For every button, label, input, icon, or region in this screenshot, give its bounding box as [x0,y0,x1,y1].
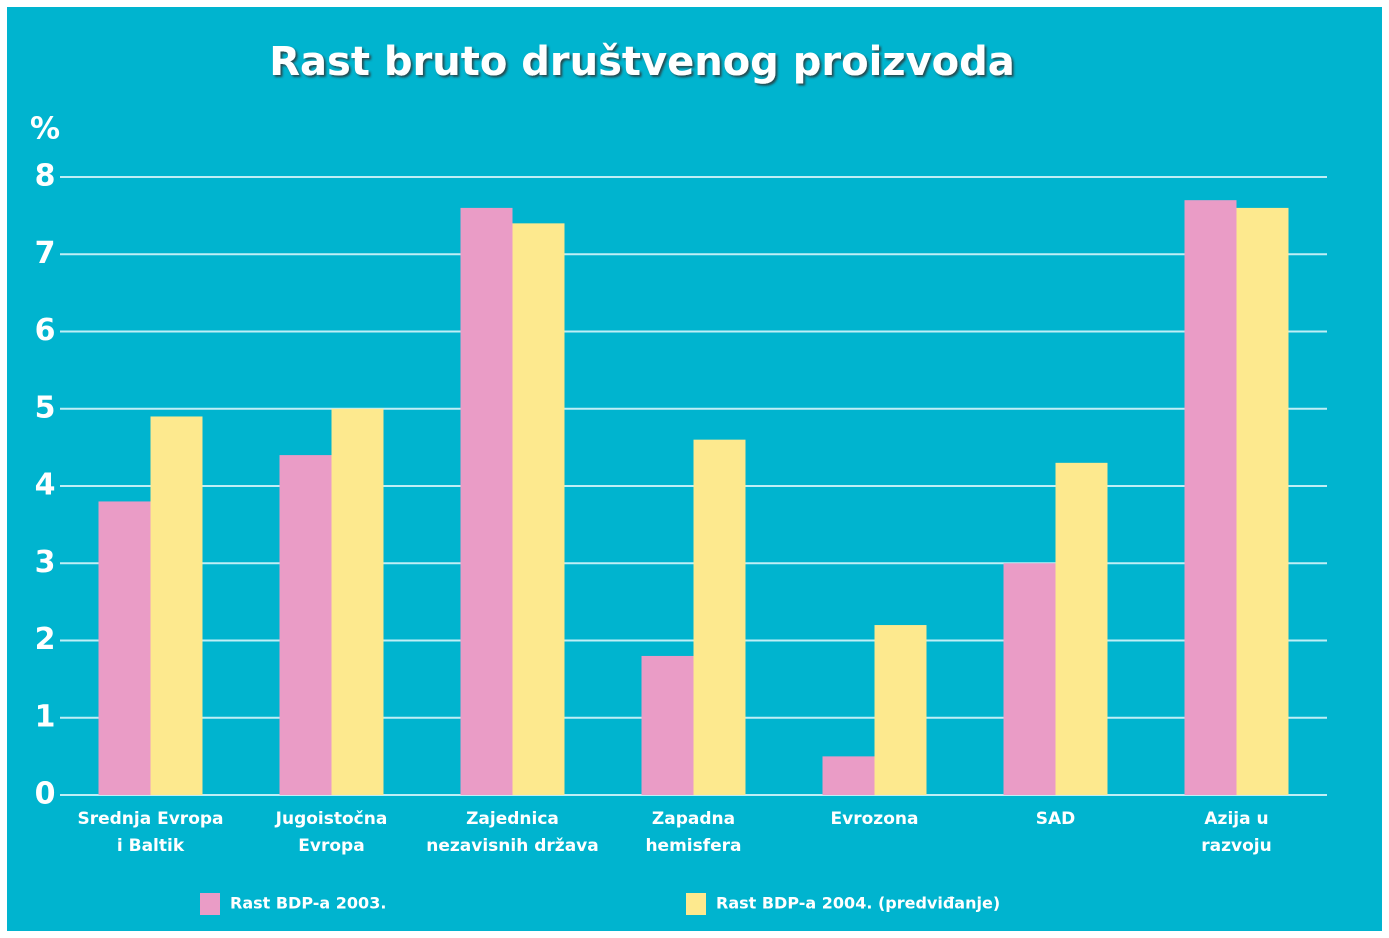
y-tick-label: 8 [35,159,56,194]
x-tick-label: nezavisnih država [426,836,598,856]
x-tick-label: SAD [1036,809,1076,829]
bar [98,501,151,795]
bar [693,439,746,795]
x-tick-label: Zajednica [466,809,559,829]
bar [512,223,565,796]
y-tick-label: 1 [35,699,56,734]
bar [641,655,694,795]
bar [874,625,927,795]
bar [1003,563,1056,795]
bar [279,455,332,795]
bar [1236,207,1289,795]
y-tick-label: 6 [35,313,56,348]
bar [150,416,203,795]
bar [460,207,513,795]
y-tick-label: 4 [35,468,56,503]
chart-title: Rast bruto društvenog proizvoda [269,39,1015,85]
bar [1055,462,1108,795]
y-tick-label: 5 [35,390,56,425]
y-tick-label: 7 [35,236,56,271]
y-axis-label: % [30,112,60,147]
y-tick-label: 3 [35,545,56,580]
y-tick-label: 2 [35,622,56,657]
bar [822,756,875,795]
legend-swatch [200,893,220,915]
x-tick-label: Evrozona [831,809,919,829]
x-tick-label: Srednja Evropa [77,809,223,829]
legend-label: Rast BDP-a 2004. (predviđanje) [716,894,1000,913]
x-tick-label: Evropa [298,836,364,856]
bar [331,408,384,795]
bar [1184,200,1237,796]
x-tick-label: Azija u [1204,809,1268,829]
x-tick-label: razvoju [1201,836,1271,856]
legend-swatch [686,893,706,915]
legend-label: Rast BDP-a 2003. [230,894,386,913]
y-tick-label: 0 [35,777,56,812]
x-tick-label: i Baltik [117,836,185,856]
x-tick-label: hemisfera [645,836,741,856]
x-tick-label: Zapadna [652,809,735,829]
x-tick-label: Jugoistočna [275,809,388,829]
